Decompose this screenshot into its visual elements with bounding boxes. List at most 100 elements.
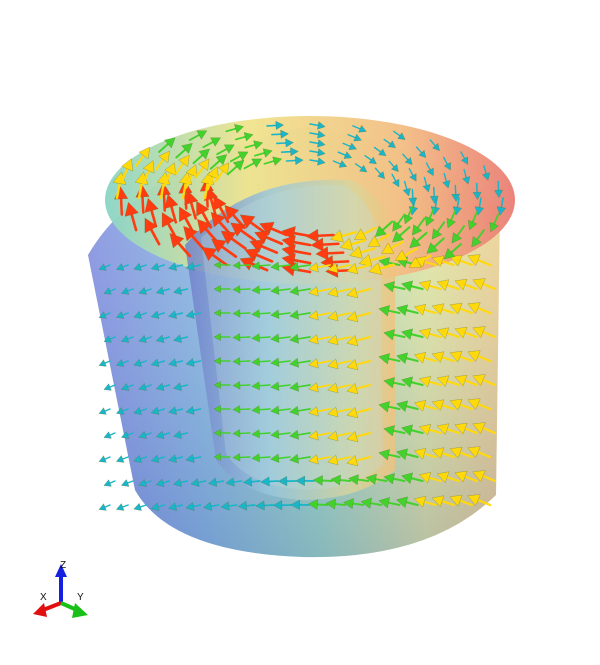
vector-arrow <box>454 326 478 339</box>
vector-arrow <box>374 167 385 179</box>
vector-arrow <box>289 309 311 320</box>
vector-arrow <box>270 285 291 295</box>
vector-arrow <box>168 358 184 367</box>
vector-arrow <box>103 383 116 391</box>
vector-arrow <box>232 429 251 438</box>
vector-arrow <box>431 303 455 315</box>
vector-arrow <box>393 130 406 140</box>
vector-arrow <box>135 146 150 167</box>
vector-arrow <box>168 262 184 271</box>
vector-arrow <box>489 213 500 233</box>
vector-arrow <box>133 503 147 511</box>
vector-arrow <box>414 496 437 508</box>
vector-arrow <box>347 133 362 142</box>
vector-arrow <box>327 430 351 442</box>
vector-arrow <box>327 334 351 346</box>
vector-arrow <box>308 499 329 510</box>
vector-arrow <box>202 137 221 149</box>
vector-arrow <box>449 350 473 363</box>
vector-arrow <box>238 501 256 511</box>
vector-arrow <box>168 406 184 415</box>
vector-arrow <box>121 479 134 487</box>
vector-arrow <box>98 455 111 463</box>
vector-arrow <box>244 140 263 150</box>
vector-arrow <box>155 334 171 343</box>
vector-arrow <box>133 359 147 367</box>
vector-arrow <box>429 186 439 204</box>
vector-arrow <box>116 263 129 271</box>
vector-arrow <box>232 357 251 366</box>
vector-arrow <box>213 357 231 365</box>
vector-arrow <box>116 311 129 319</box>
vector-arrow <box>412 217 426 236</box>
vector-arrow <box>103 287 116 295</box>
vector-arrow <box>185 406 202 415</box>
vector-arrow <box>155 430 171 439</box>
vector-arrow <box>358 254 386 267</box>
vector-arrow <box>270 405 291 415</box>
vector-arrow <box>309 130 326 139</box>
vector-arrow <box>138 335 152 343</box>
vector-arrow <box>243 477 261 487</box>
vector-arrow <box>272 500 292 511</box>
vector-arrow <box>431 255 455 267</box>
vector-arrow <box>472 422 497 435</box>
vector-arrow <box>454 470 478 483</box>
vector-arrow <box>496 197 506 216</box>
vector-arrow <box>482 165 490 181</box>
vector-arrow <box>472 182 482 200</box>
vector-arrow <box>289 333 311 344</box>
vector-arrow <box>414 400 437 412</box>
vector-arrow <box>124 202 139 232</box>
vector-arrow <box>396 496 419 508</box>
vector-arrow <box>244 248 274 263</box>
vector-arrow <box>185 262 202 271</box>
vector-arrow <box>229 151 249 163</box>
vector-arrow <box>436 375 460 387</box>
vector-arrow <box>449 254 473 267</box>
vector-arrow <box>391 173 400 188</box>
vector-arrow <box>138 479 152 487</box>
axis-triad-icon <box>33 564 88 618</box>
vector-arrow <box>467 350 492 363</box>
vector-arrow <box>422 176 431 193</box>
vector-arrow <box>150 454 166 463</box>
vector-arrow <box>254 148 273 158</box>
vector-arrow <box>116 359 129 367</box>
vector-arrow <box>213 261 231 269</box>
vector-arrow <box>401 472 424 484</box>
vector-arrow <box>185 358 202 367</box>
vector-arrow <box>103 479 116 487</box>
vector-arrow <box>214 162 230 183</box>
vector-arrow <box>403 205 414 225</box>
vector-arrow-field <box>98 120 506 511</box>
vector-arrow <box>449 494 473 507</box>
vector-arrow <box>213 405 231 413</box>
vector-arrow <box>454 374 478 387</box>
vector-arrow <box>472 374 497 387</box>
vector-arrow <box>348 474 370 486</box>
vector-arrow <box>392 213 406 232</box>
vector-arrow <box>211 238 238 258</box>
vector-arrow <box>208 477 225 487</box>
vector-arrow <box>352 125 367 133</box>
vector-arrow <box>467 254 492 267</box>
vector-arrow <box>156 182 171 212</box>
vector-arrow <box>251 429 271 439</box>
vector-arrow <box>342 142 357 150</box>
vector-arrow <box>308 454 331 465</box>
vector-arrow <box>396 400 419 412</box>
vector-arrow <box>98 503 111 511</box>
orientation-triad: X Y Z <box>25 560 100 630</box>
vector-arrow <box>436 471 460 483</box>
vector-arrow <box>315 246 345 261</box>
vector-arrow <box>116 407 129 415</box>
vector-arrow <box>401 280 424 292</box>
vector-arrow <box>173 334 189 343</box>
vector-arrow <box>251 405 271 415</box>
vector-arrow <box>98 359 111 367</box>
vector-arrow <box>419 472 442 484</box>
vector-arrow <box>243 158 263 170</box>
vector-arrow <box>150 358 166 367</box>
